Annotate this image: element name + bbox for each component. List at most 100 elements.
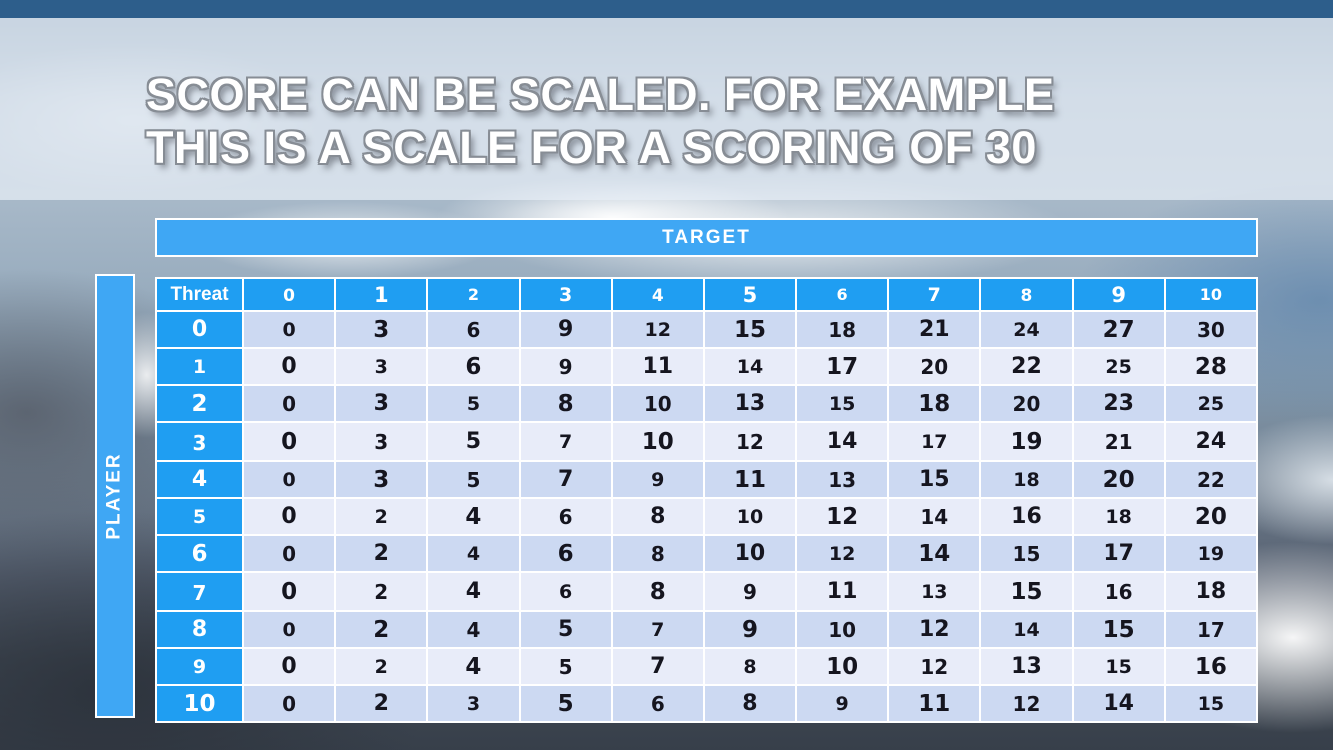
score-cell: 14 bbox=[704, 349, 796, 384]
score-cell: 22 bbox=[981, 349, 1072, 384]
target-label: TARGET bbox=[662, 226, 751, 248]
score-cell: 4 bbox=[428, 499, 519, 534]
score-cell: 2 bbox=[336, 536, 427, 571]
score-cell: 5 bbox=[520, 686, 611, 721]
score-cell: 2 bbox=[336, 649, 427, 684]
score-cell: 12 bbox=[704, 423, 796, 460]
score-cell: 6 bbox=[520, 536, 611, 571]
score-cell: 7 bbox=[612, 649, 703, 684]
player-row-header-6: 6 bbox=[157, 536, 242, 571]
score-cell: 13 bbox=[797, 462, 888, 497]
score-cell: 19 bbox=[1165, 536, 1256, 571]
score-cell: 17 bbox=[1165, 612, 1256, 647]
score-cell: 6 bbox=[520, 499, 611, 534]
matrix-row-5: 5 0 2 4 6 8 10 12 14 16 18 20 bbox=[157, 499, 1256, 534]
score-cell: 11 bbox=[797, 573, 888, 610]
score-cell: 18 bbox=[889, 386, 980, 421]
player-row-header-5: 5 bbox=[157, 499, 242, 534]
target-col-header-10: 10 bbox=[1165, 279, 1256, 310]
score-cell: 2 bbox=[336, 686, 427, 721]
score-cell: 11 bbox=[612, 349, 703, 384]
score-cell: 9 bbox=[520, 349, 611, 384]
matrix-row-0: 0 0 3 6 9 12 15 18 21 24 27 30 bbox=[157, 312, 1256, 347]
score-cell: 0 bbox=[244, 499, 335, 534]
target-col-header-7: 7 bbox=[889, 279, 980, 310]
score-cell: 12 bbox=[981, 686, 1072, 721]
score-cell: 3 bbox=[336, 462, 427, 497]
score-cell: 19 bbox=[981, 423, 1072, 460]
score-cell: 14 bbox=[889, 536, 980, 571]
score-cell: 3 bbox=[336, 423, 427, 460]
score-cell: 8 bbox=[612, 499, 703, 534]
target-col-header-2: 2 bbox=[428, 279, 519, 310]
matrix-row-3: 3 0 3 5 7 10 12 14 17 19 21 24 bbox=[157, 423, 1256, 460]
target-col-header-8: 8 bbox=[981, 279, 1072, 310]
score-cell: 13 bbox=[981, 649, 1072, 684]
score-cell: 15 bbox=[981, 536, 1072, 571]
title-band: SCORE CAN BE SCALED. FOR EXAMPLE THIS IS… bbox=[0, 18, 1333, 200]
score-cell: 14 bbox=[1073, 686, 1164, 721]
slide-title-line-1: SCORE CAN BE SCALED. FOR EXAMPLE bbox=[146, 69, 1055, 120]
score-cell: 9 bbox=[520, 312, 611, 347]
score-cell: 3 bbox=[336, 349, 427, 384]
score-cell: 8 bbox=[520, 386, 611, 421]
target-col-header-3: 3 bbox=[520, 279, 611, 310]
score-cell: 14 bbox=[889, 499, 980, 534]
target-col-header-6: 6 bbox=[797, 279, 888, 310]
player-axis-bar: PLAYER bbox=[95, 274, 135, 718]
score-cell: 4 bbox=[428, 649, 519, 684]
matrix-row-1: 1 0 3 6 9 11 14 17 20 22 25 28 bbox=[157, 349, 1256, 384]
matrix-body: 0 0 3 6 9 12 15 18 21 24 27 30 1 0 3 6 9 11 14 17 20 22 25 28 2 0… bbox=[157, 312, 1256, 721]
score-cell: 16 bbox=[1165, 649, 1256, 684]
score-cell: 0 bbox=[244, 312, 335, 347]
score-cell: 20 bbox=[889, 349, 980, 384]
score-cell: 4 bbox=[428, 612, 519, 647]
score-cell: 5 bbox=[520, 649, 611, 684]
score-cell: 15 bbox=[797, 386, 888, 421]
score-cell: 6 bbox=[612, 686, 703, 721]
matrix-row-9: 9 0 2 4 5 7 8 10 12 13 15 16 bbox=[157, 649, 1256, 684]
score-cell: 11 bbox=[889, 686, 980, 721]
matrix-header-row: Threat 0 1 2 3 4 5 6 7 8 9 10 bbox=[157, 279, 1256, 310]
score-cell: 10 bbox=[612, 423, 703, 460]
score-cell: 30 bbox=[1165, 312, 1256, 347]
score-cell: 4 bbox=[428, 536, 519, 571]
score-cell: 14 bbox=[797, 423, 888, 460]
score-cell: 10 bbox=[704, 536, 796, 571]
score-cell: 21 bbox=[889, 312, 980, 347]
score-cell: 13 bbox=[889, 573, 980, 610]
score-cell: 14 bbox=[981, 612, 1072, 647]
score-cell: 3 bbox=[336, 386, 427, 421]
score-cell: 12 bbox=[797, 499, 888, 534]
player-row-header-3: 3 bbox=[157, 423, 242, 460]
threat-corner-cell: Threat bbox=[157, 279, 242, 310]
score-cell: 0 bbox=[244, 349, 335, 384]
score-cell: 20 bbox=[1165, 499, 1256, 534]
score-cell: 5 bbox=[428, 386, 519, 421]
score-cell: 0 bbox=[244, 649, 335, 684]
score-cell: 10 bbox=[797, 612, 888, 647]
score-cell: 2 bbox=[336, 573, 427, 610]
target-col-header-9: 9 bbox=[1073, 279, 1164, 310]
score-cell: 16 bbox=[981, 499, 1072, 534]
score-cell: 28 bbox=[1165, 349, 1256, 384]
score-matrix-table: Threat 0 1 2 3 4 5 6 7 8 9 10 0 0 3 6 9 12 15 18 21 24 27 30 1… bbox=[155, 277, 1258, 723]
score-cell: 7 bbox=[612, 612, 703, 647]
score-cell: 0 bbox=[244, 423, 335, 460]
player-row-header-7: 7 bbox=[157, 573, 242, 610]
matrix-row-8: 8 0 2 4 5 7 9 10 12 14 15 17 bbox=[157, 612, 1256, 647]
score-cell: 10 bbox=[797, 649, 888, 684]
score-cell: 11 bbox=[704, 462, 796, 497]
score-cell: 7 bbox=[520, 423, 611, 460]
score-cell: 0 bbox=[244, 612, 335, 647]
score-cell: 15 bbox=[889, 462, 980, 497]
player-row-header-9: 9 bbox=[157, 649, 242, 684]
score-cell: 16 bbox=[1073, 573, 1164, 610]
score-cell: 17 bbox=[797, 349, 888, 384]
score-cell: 12 bbox=[797, 536, 888, 571]
score-cell: 5 bbox=[428, 462, 519, 497]
target-col-header-1: 1 bbox=[336, 279, 427, 310]
score-cell: 25 bbox=[1165, 386, 1256, 421]
score-cell: 9 bbox=[704, 573, 796, 610]
